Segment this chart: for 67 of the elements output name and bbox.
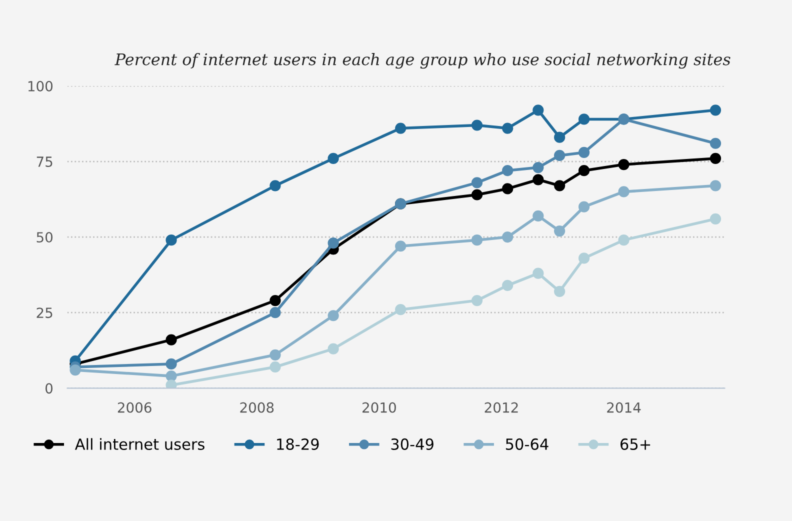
point [554,286,566,298]
point [532,210,544,222]
point [395,122,406,134]
legend-label: 18-29 [277,438,319,450]
point [710,180,722,192]
x-tick-label: 2012 [484,402,518,413]
point [578,165,590,176]
y-tick-label: 50 [36,232,53,243]
point [554,132,566,143]
point [532,268,544,279]
point [328,152,339,164]
point [710,138,722,149]
point [395,304,406,316]
point [270,349,281,360]
point [471,189,483,200]
point [578,114,590,125]
point [502,232,514,243]
point [710,104,722,116]
point [554,225,566,237]
x-tick-label: 2006 [118,402,152,413]
y-tick-label: 75 [36,156,52,167]
point [166,370,177,382]
point [618,234,630,246]
point [166,234,177,246]
point [532,104,544,116]
point [502,183,514,194]
point [471,234,483,246]
point [618,186,630,198]
point [532,174,544,186]
point [471,294,483,306]
point [166,334,177,346]
point [395,240,406,252]
point [328,310,339,322]
point [166,380,177,388]
point [328,343,339,354]
point [166,358,177,370]
point [710,152,722,164]
point [554,150,566,162]
legend-label: 65+ [620,438,650,450]
point [502,165,514,176]
point [270,307,281,318]
point [578,201,590,212]
point [328,238,339,249]
legend-label: 50-64 [506,438,548,450]
point [532,162,544,174]
legend-label: 30-49 [391,438,434,450]
x-tick-label: 2008 [240,402,274,413]
point [471,120,483,131]
point [618,158,630,170]
point [554,180,566,192]
y-tick-label: 100 [28,80,53,92]
chart-title: Percent of internet users in each age group who use social networking sites [114,52,730,69]
y-tick-label: 0 [46,383,53,394]
y-tick-label: 25 [36,308,52,318]
point [578,252,590,264]
point [710,213,722,224]
point [471,177,483,188]
x-tick-label: 2014 [607,402,641,413]
point [270,180,281,192]
point [70,364,81,376]
point [578,146,590,158]
point [270,361,281,373]
point [502,122,514,134]
legend-label: All internet users [74,438,204,450]
x-tick-label: 2010 [362,402,396,413]
point [502,280,514,291]
point [270,294,281,306]
